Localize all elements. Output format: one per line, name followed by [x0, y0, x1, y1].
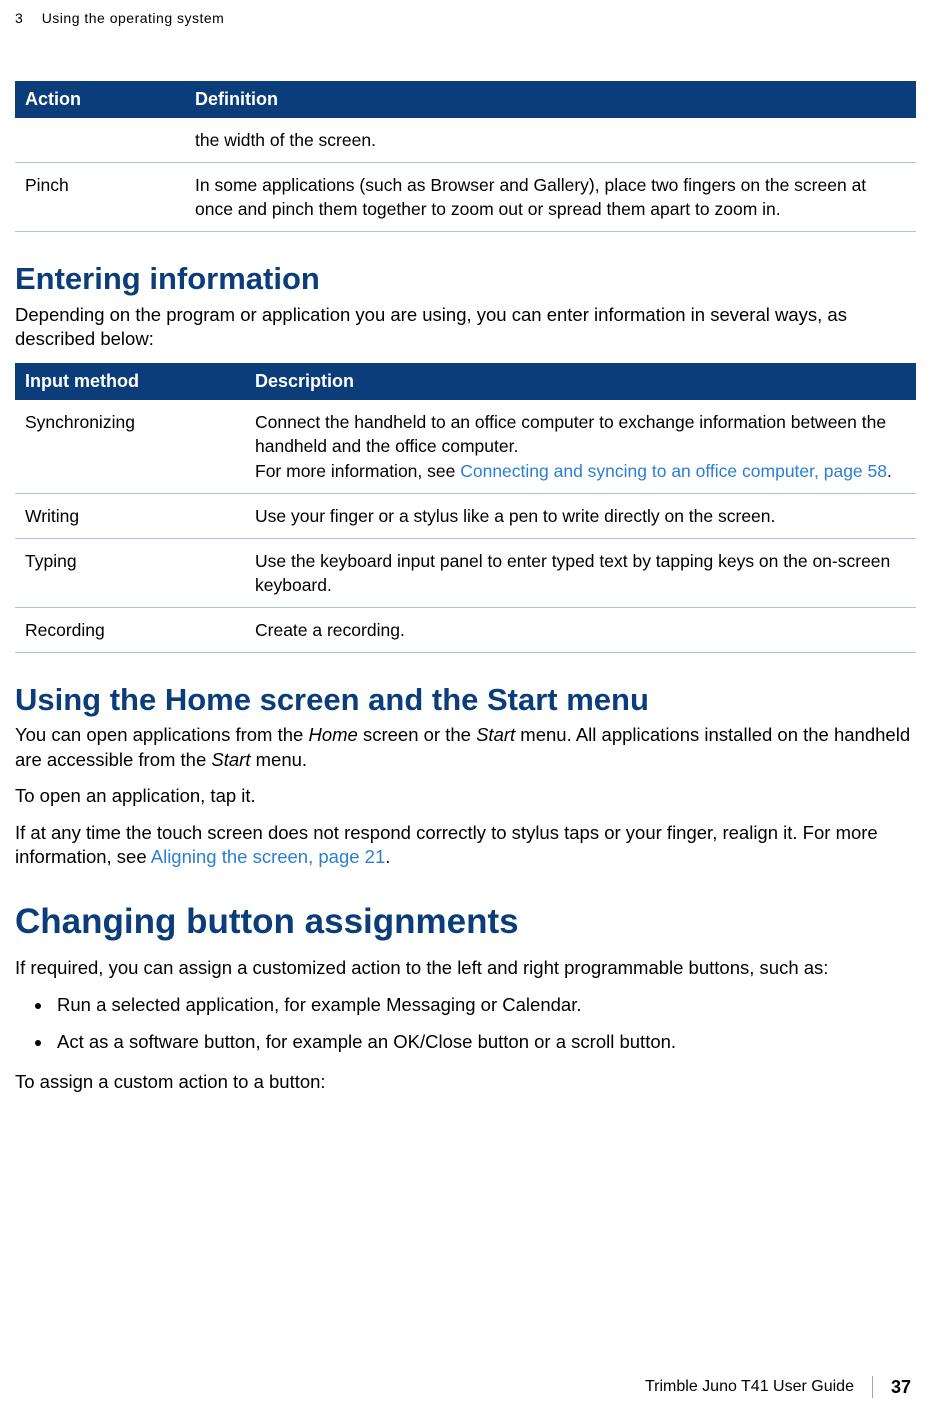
heading-entering-information: Entering information	[15, 262, 916, 296]
cell-definition: the width of the screen.	[185, 118, 916, 163]
para-home-3: If at any time the touch screen does not…	[15, 821, 916, 870]
heading-button-assignments: Changing button assignments	[15, 903, 916, 942]
table-row: Pinch In some applications (such as Brow…	[15, 163, 916, 232]
link-align-screen[interactable]: Aligning the screen, page 21	[151, 846, 386, 867]
table1-col-action: Action	[15, 81, 185, 118]
cell-description: Connect the handheld to an office comput…	[245, 400, 916, 493]
running-head: 3 Using the operating system	[15, 10, 916, 26]
page-number: 37	[891, 1377, 911, 1398]
link-sync-office[interactable]: Connecting and syncing to an office comp…	[460, 461, 887, 481]
chapter-title: Using the operating system	[42, 10, 225, 26]
text-italic: Start	[476, 724, 515, 745]
doc-title: Trimble Juno T41 User Guide	[645, 1378, 854, 1396]
text: menu.	[250, 749, 307, 770]
list-item: Run a selected application, for example …	[53, 992, 916, 1019]
cell-description: Create a recording.	[245, 608, 916, 653]
text: You can open applications from the	[15, 724, 308, 745]
para-home-2: To open an application, tap it.	[15, 784, 916, 808]
para-buttons-outro: To assign a custom action to a button:	[15, 1070, 916, 1094]
heading-home-start: Using the Home screen and the Start menu	[15, 683, 916, 717]
text: Connect the handheld to an office comput…	[255, 412, 886, 456]
cell-action: Pinch	[15, 163, 185, 232]
button-assignment-list: Run a selected application, for example …	[15, 992, 916, 1056]
cell-description: Use the keyboard input panel to enter ty…	[245, 538, 916, 607]
footer-separator	[872, 1376, 873, 1398]
cell-method: Typing	[15, 538, 245, 607]
table-row: the width of the screen.	[15, 118, 916, 163]
para-buttons-intro: If required, you can assign a customized…	[15, 956, 916, 980]
para-entering-intro: Depending on the program or application …	[15, 303, 916, 352]
text: If at any time the touch screen does not…	[15, 822, 878, 867]
cell-method: Writing	[15, 493, 245, 538]
text: For more information, see	[255, 461, 460, 481]
table-row: Typing Use the keyboard input panel to e…	[15, 538, 916, 607]
table1-col-definition: Definition	[185, 81, 916, 118]
text: screen or the	[358, 724, 476, 745]
input-method-table: Input method Description Synchronizing C…	[15, 363, 916, 653]
chapter-number: 3	[15, 10, 23, 26]
text-italic: Home	[308, 724, 357, 745]
cell-description: Use your finger or a stylus like a pen t…	[245, 493, 916, 538]
page-footer: Trimble Juno T41 User Guide 37	[645, 1376, 911, 1398]
list-item: Act as a software button, for example an…	[53, 1029, 916, 1056]
cell-definition: In some applications (such as Browser an…	[185, 163, 916, 232]
cell-action	[15, 118, 185, 163]
table-row: Writing Use your finger or a stylus like…	[15, 493, 916, 538]
text: .	[887, 461, 892, 481]
action-definition-table: Action Definition the width of the scree…	[15, 81, 916, 232]
para-home-1: You can open applications from the Home …	[15, 723, 916, 772]
cell-method: Synchronizing	[15, 400, 245, 493]
table-row: Recording Create a recording.	[15, 608, 916, 653]
table2-col-method: Input method	[15, 363, 245, 400]
table-row: Synchronizing Connect the handheld to an…	[15, 400, 916, 493]
text: .	[385, 846, 390, 867]
text-italic: Start	[211, 749, 250, 770]
cell-method: Recording	[15, 608, 245, 653]
table2-col-description: Description	[245, 363, 916, 400]
